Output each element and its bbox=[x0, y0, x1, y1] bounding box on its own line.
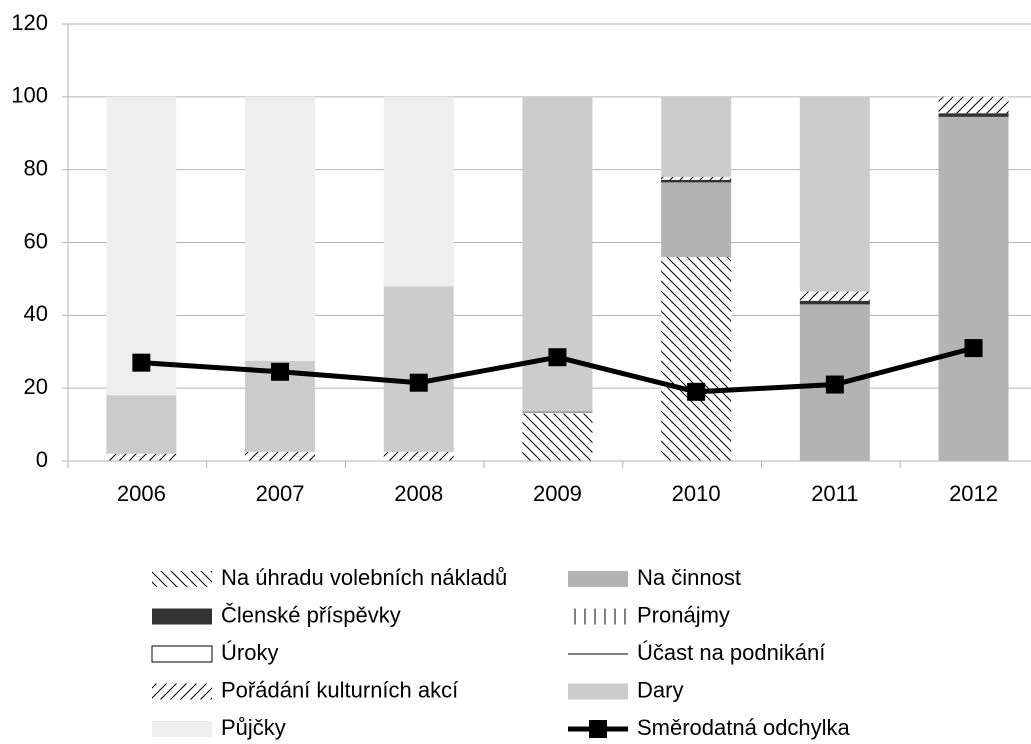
y-tick-label: 80 bbox=[24, 155, 48, 180]
x-tick-label: 2006 bbox=[117, 481, 166, 506]
bar-segment bbox=[522, 413, 593, 461]
bar-segment bbox=[106, 453, 177, 461]
bar-segment bbox=[799, 300, 870, 305]
line-marker bbox=[548, 348, 567, 367]
legend-label: Dary bbox=[637, 677, 683, 702]
y-tick-label: 100 bbox=[11, 83, 48, 108]
x-tick-label: 2007 bbox=[256, 481, 305, 506]
legend-label: Členské příspěvky bbox=[221, 602, 401, 627]
line-marker bbox=[687, 382, 706, 401]
line-marker bbox=[132, 353, 151, 372]
bar-segment bbox=[661, 96, 732, 177]
line-marker bbox=[409, 373, 428, 392]
legend-symbol bbox=[568, 683, 628, 700]
legend-label: Na úhradu volebních nákladů bbox=[221, 565, 507, 590]
legend-symbol bbox=[151, 645, 213, 663]
legend-label: Pronájmy bbox=[637, 602, 730, 627]
x-tick-label: 2012 bbox=[949, 481, 998, 506]
legend-label: Pořádání kulturních akcí bbox=[221, 677, 458, 702]
bar-segment bbox=[245, 451, 316, 461]
legend-symbol bbox=[152, 608, 212, 625]
line-marker bbox=[271, 362, 290, 381]
legend-symbol bbox=[152, 571, 212, 587]
x-tick-label: 2009 bbox=[533, 481, 582, 506]
bar-segment bbox=[383, 451, 454, 461]
legend-label: Směrodatná odchylka bbox=[637, 715, 851, 740]
bar-segment bbox=[938, 96, 1009, 114]
x-tick-label: 2011 bbox=[811, 481, 858, 506]
y-tick-label: 60 bbox=[24, 228, 48, 253]
legend-label: Na činnost bbox=[637, 565, 741, 590]
y-tick-label: 120 bbox=[11, 10, 48, 35]
bar-segment bbox=[383, 96, 454, 287]
legend-symbol bbox=[152, 683, 212, 700]
bar-segment bbox=[799, 96, 870, 292]
x-tick-label: 2008 bbox=[394, 481, 443, 506]
bar-segment bbox=[383, 286, 454, 452]
bar-segment bbox=[661, 182, 732, 258]
legend-label: Úroky bbox=[221, 640, 278, 665]
bar-segment bbox=[245, 96, 316, 361]
bar-segment bbox=[661, 257, 732, 461]
line-marker bbox=[964, 339, 983, 358]
legend-label: Účast na podnikání bbox=[637, 640, 825, 665]
bar-segment bbox=[938, 113, 1009, 117]
y-tick-label: 40 bbox=[24, 301, 48, 326]
bar-segment bbox=[106, 96, 177, 396]
y-tick-label: 0 bbox=[36, 447, 48, 472]
y-tick-label: 20 bbox=[24, 374, 48, 399]
legend-symbol bbox=[568, 608, 628, 625]
bar-segment bbox=[661, 176, 732, 180]
bar-segment bbox=[661, 179, 732, 183]
bar-segment bbox=[938, 116, 1009, 462]
legend-symbol bbox=[152, 721, 212, 737]
legend-symbol bbox=[568, 571, 628, 587]
legend-symbol bbox=[589, 720, 607, 738]
line-marker bbox=[825, 375, 844, 394]
legend-label: Půjčky bbox=[221, 715, 286, 740]
bar-segment bbox=[106, 395, 177, 454]
bar-segment bbox=[799, 291, 870, 301]
x-tick-label: 2010 bbox=[672, 481, 721, 506]
